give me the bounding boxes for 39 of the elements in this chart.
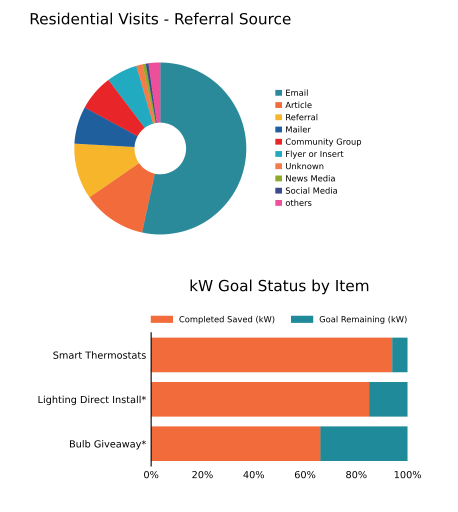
- donut-slice: [136, 64, 155, 124]
- bar: [151, 382, 370, 417]
- bar: [369, 382, 408, 417]
- donut-slice: [74, 144, 140, 198]
- donut-slice: [74, 108, 138, 148]
- legend-label: Unknown: [286, 162, 324, 170]
- chart-title: Residential Visits - Referral Source: [30, 12, 291, 25]
- donut-slice: [142, 62, 246, 234]
- legend-label: Email: [286, 89, 308, 96]
- bar: [392, 338, 408, 372]
- x-tick-label: 60%: [294, 470, 316, 478]
- legend-label: Referral: [286, 114, 318, 120]
- x-tick-label: 100%: [394, 470, 421, 478]
- legend-label: Goal Remaining (kW): [320, 316, 407, 324]
- donut-slice: [84, 80, 145, 136]
- legend-label: Article: [285, 102, 312, 108]
- legend-label: others: [286, 199, 312, 206]
- chart-title: kW Goal Status by Item: [190, 280, 368, 294]
- donut-slice: [142, 64, 156, 124]
- y-tick-label: Smart Thermostats: [53, 351, 146, 359]
- donut-slice: [108, 66, 154, 128]
- bar: [320, 426, 408, 462]
- donut-slice: [148, 62, 160, 123]
- legend-label: Social Media: [286, 187, 337, 194]
- y-tick-label: Bulb Giveaway*: [70, 440, 146, 450]
- x-tick-label: 0%: [144, 470, 158, 478]
- x-tick-label: 20%: [192, 470, 213, 478]
- legend-label: Flyer or Insert: [286, 150, 344, 159]
- y-tick-label: Lighting Direct Install*: [38, 396, 146, 406]
- legend-label: News Media: [286, 175, 335, 182]
- x-tick-label: 40%: [243, 470, 264, 478]
- bar: [151, 426, 320, 462]
- legend-label: Mailer: [286, 126, 311, 133]
- bar: [151, 338, 392, 372]
- legend-label: Community Group: [286, 138, 362, 146]
- legend-label: Completed Saved (kW): [179, 316, 274, 324]
- donut-slice: [89, 163, 155, 233]
- donut-slice: [146, 63, 157, 124]
- x-tick-label: 80%: [346, 470, 367, 478]
